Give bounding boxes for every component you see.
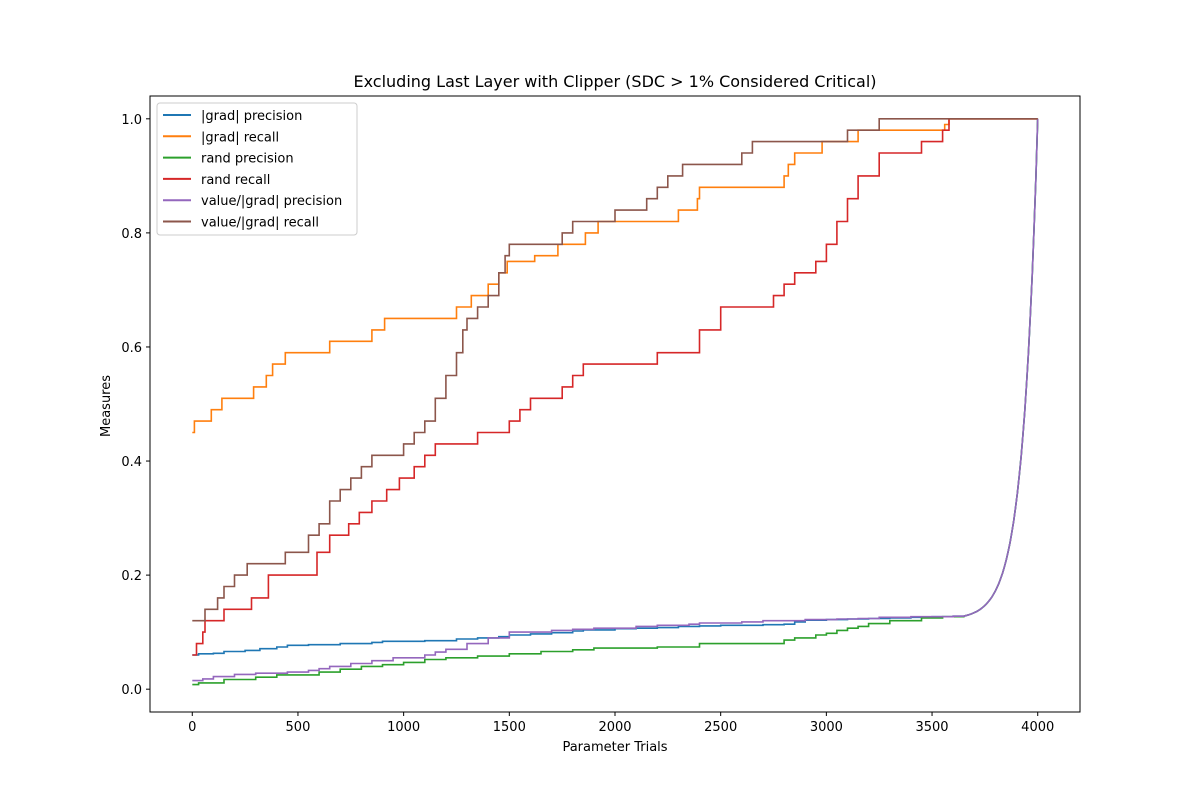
- legend-box: [156, 102, 358, 236]
- x-axis: 0 500 1000 1500 2000 2500 3000 3500 4000: [188, 712, 1054, 735]
- x-tick-label: 3500: [915, 720, 948, 735]
- x-tick-label: 2000: [598, 720, 631, 735]
- x-axis-label: Parameter Trials: [562, 740, 667, 755]
- series-line-value-grad-recall: [192, 118, 1038, 622]
- legend: |grad| precision |grad| recall rand precis…: [156, 102, 358, 236]
- chart-title: Excluding Last Layer with Clipper (SDC >…: [353, 72, 876, 91]
- legend-label: value/|grad| recall: [201, 216, 319, 231]
- y-tick-label: 0.6: [121, 341, 142, 356]
- series-layer: [192, 118, 1039, 686]
- y-tick-label: 0.0: [121, 683, 142, 698]
- x-tick-label: 2500: [704, 720, 737, 735]
- x-tick-label: 4000: [1021, 720, 1054, 735]
- x-tick-label: 1000: [387, 720, 420, 735]
- series-line-value-grad-precision: [192, 118, 1039, 682]
- x-tick-label: 0: [188, 720, 196, 735]
- legend-label: |grad| precision: [201, 109, 302, 124]
- y-tick-label: 0.8: [121, 227, 142, 242]
- x-tick-label: 1500: [493, 720, 526, 735]
- legend-label: rand precision: [201, 152, 294, 167]
- x-tick-label: 500: [286, 720, 311, 735]
- y-axis: 0.0 0.2 0.4 0.6 0.8 1.0: [121, 113, 150, 698]
- legend-label: rand recall: [201, 173, 270, 188]
- y-tick-label: 1.0: [121, 113, 142, 128]
- legend-label: value/|grad| precision: [201, 194, 342, 209]
- y-tick-label: 0.2: [121, 569, 142, 584]
- x-tick-label: 3000: [810, 720, 843, 735]
- y-axis-label: Measures: [99, 375, 114, 437]
- y-tick-label: 0.4: [121, 455, 142, 470]
- legend-label: |grad| recall: [201, 130, 279, 145]
